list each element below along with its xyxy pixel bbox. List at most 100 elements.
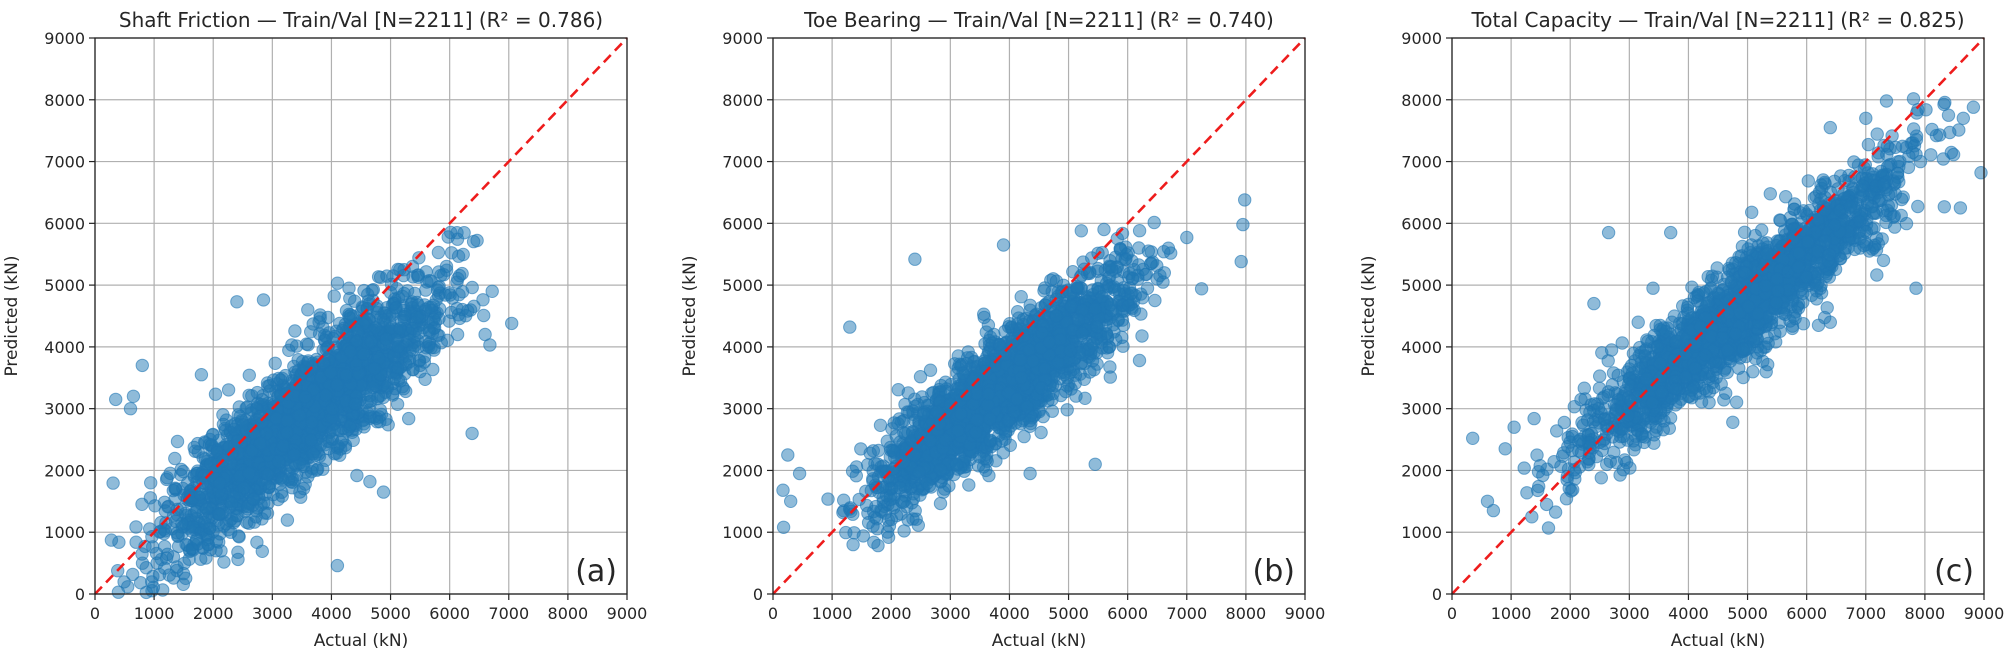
data-point <box>331 559 343 571</box>
data-point <box>349 295 361 307</box>
data-point <box>1104 361 1116 373</box>
data-point <box>217 409 229 421</box>
data-point <box>1239 194 1251 206</box>
data-point <box>171 527 183 539</box>
data-point <box>1117 340 1129 352</box>
data-point <box>269 357 281 369</box>
data-point <box>506 317 518 329</box>
data-point <box>902 387 914 399</box>
data-point <box>1181 231 1193 243</box>
data-point <box>1133 225 1145 237</box>
data-point <box>345 309 357 321</box>
y-tick-label: 9000 <box>44 29 85 48</box>
y-tick-label: 1000 <box>44 523 85 542</box>
y-tick-label: 7000 <box>44 153 85 172</box>
chart-title: Toe Bearing — Train/Val [N=2211] (R² = 0… <box>803 8 1274 32</box>
data-point <box>1064 344 1076 356</box>
data-point <box>959 389 971 401</box>
data-point <box>934 497 946 509</box>
data-point <box>250 511 262 523</box>
data-point <box>210 535 222 547</box>
x-tick-label: 8000 <box>1226 604 1267 623</box>
x-tick-label: 5000 <box>370 604 411 623</box>
data-point <box>377 486 389 498</box>
data-point <box>1089 458 1101 470</box>
data-point <box>302 355 314 367</box>
data-point <box>407 344 419 356</box>
data-point <box>343 282 355 294</box>
data-point <box>209 388 221 400</box>
data-point <box>867 445 879 457</box>
data-point <box>782 449 794 461</box>
data-point <box>793 467 805 479</box>
data-point <box>1730 396 1742 408</box>
data-point <box>232 510 244 522</box>
data-point <box>943 480 955 492</box>
data-point <box>218 556 230 568</box>
data-point <box>1076 327 1088 339</box>
data-point <box>1128 304 1140 316</box>
data-point <box>243 467 255 479</box>
data-point <box>289 325 301 337</box>
y-tick-label: 5000 <box>722 276 763 295</box>
data-point <box>171 509 183 521</box>
x-tick-label: 6000 <box>429 604 470 623</box>
x-tick-label: 3000 <box>252 604 293 623</box>
data-point <box>445 226 457 238</box>
data-point <box>311 464 323 476</box>
x-tick-label: 0 <box>768 604 778 623</box>
data-point <box>1141 282 1153 294</box>
data-point <box>451 328 463 340</box>
data-point <box>1119 253 1131 265</box>
scatter-points <box>105 226 518 598</box>
data-point <box>1089 303 1101 315</box>
data-point <box>358 421 370 433</box>
data-point <box>256 545 268 557</box>
x-tick-label: 1000 <box>134 604 175 623</box>
data-point <box>897 496 909 508</box>
data-point <box>1616 337 1628 349</box>
data-point <box>1123 282 1135 294</box>
data-point <box>151 557 163 569</box>
data-point <box>478 309 490 321</box>
data-point <box>785 495 797 507</box>
data-point <box>398 287 410 299</box>
data-point <box>984 434 996 446</box>
data-point <box>952 425 964 437</box>
data-point <box>231 296 243 308</box>
data-point <box>200 503 212 515</box>
data-point <box>1035 426 1047 438</box>
data-point <box>190 533 202 545</box>
data-point <box>127 568 139 580</box>
data-point <box>243 369 255 381</box>
data-point <box>1109 284 1121 296</box>
data-point <box>457 248 469 260</box>
data-point <box>939 434 951 446</box>
y-axis-label: Predicted (kN) <box>680 255 700 376</box>
data-point <box>364 475 376 487</box>
data-point <box>164 467 176 479</box>
data-point <box>368 362 380 374</box>
data-point <box>334 449 346 461</box>
data-point <box>1052 356 1064 368</box>
data-point <box>388 373 400 385</box>
data-point <box>453 269 465 281</box>
identity-line <box>773 38 1305 594</box>
y-tick-label: 8000 <box>722 91 763 110</box>
data-point <box>290 340 302 352</box>
data-point <box>435 269 447 281</box>
y-tick-label: 5000 <box>44 276 85 295</box>
x-tick-label: 2000 <box>193 604 234 623</box>
data-point <box>844 321 856 333</box>
data-point <box>357 348 369 360</box>
data-point <box>898 427 910 439</box>
data-point <box>1087 338 1099 350</box>
data-point <box>421 276 433 288</box>
data-point <box>917 408 929 420</box>
data-point <box>846 465 858 477</box>
data-point <box>970 426 982 438</box>
data-point <box>1061 404 1073 416</box>
data-point <box>996 435 1008 447</box>
identity-line <box>95 38 627 594</box>
data-point <box>403 412 415 424</box>
